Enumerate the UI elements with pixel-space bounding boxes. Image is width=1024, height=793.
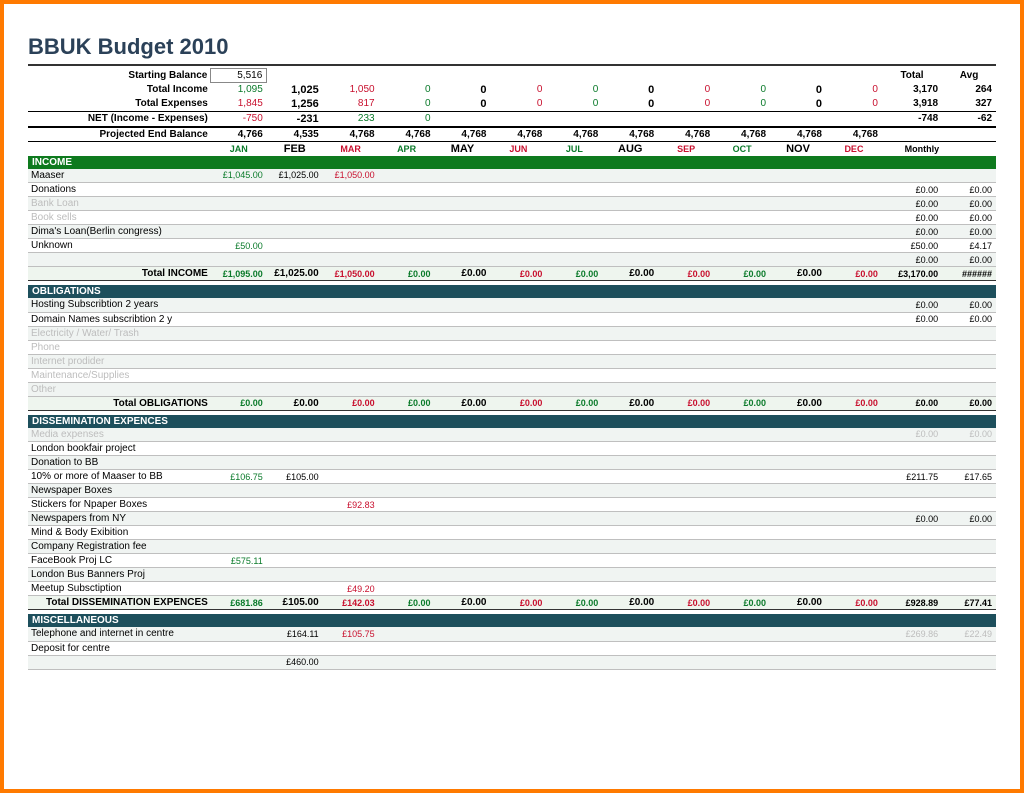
table-row: London bookfair project — [28, 442, 996, 456]
row-label: Domain Names subscribtion 2 y — [28, 312, 211, 326]
starting-balance-value: 5,516 — [211, 69, 267, 83]
table-row: Media expenses£0.00£0.00 — [28, 428, 996, 442]
section-total-row: Total OBLIGATIONS£0.00£0.00£0.00£0.00£0.… — [28, 396, 996, 410]
month-header: JANFEBMARAPRMAYJUNJULAUGSEPOCTNOVDECMont… — [28, 142, 996, 156]
summary-table: Starting Balance 5,516 Total Avg Total I… — [28, 68, 996, 142]
total-header: Total — [882, 69, 942, 83]
table-row: FaceBook Proj LC£575.11 — [28, 554, 996, 568]
table-row: Internet prodider — [28, 354, 996, 368]
month-header-cell: JUL — [546, 142, 602, 156]
table-row: 10% or more of Maaser to BB£106.75£105.0… — [28, 470, 996, 484]
row-label: Newspapers from NY — [28, 512, 211, 526]
row-label: Hosting Subscribtion 2 years — [28, 298, 211, 312]
row-label — [28, 655, 211, 669]
row-label: Dima's Loan(Berlin congress) — [28, 225, 211, 239]
section-header: INCOME — [28, 156, 996, 169]
row-label: Media expenses — [28, 428, 211, 442]
row-label: Donation to BB — [28, 456, 211, 470]
table-row: Newspaper Boxes — [28, 484, 996, 498]
month-header-cell: SEP — [658, 142, 714, 156]
page-title: BBUK Budget 2010 — [28, 34, 996, 62]
month-header-cell: AUG — [602, 142, 658, 156]
sections-container: INCOMEMaaser£1,045.00£1,025.00£1,050.00D… — [28, 156, 996, 674]
section-total-row: Total DISSEMINATION EXPENCES£681.86£105.… — [28, 596, 996, 610]
row-label: Meetup Subsctiption — [28, 582, 211, 596]
monthly-label: Monthly — [885, 144, 939, 154]
table-row: Telephone and internet in centre£164.11£… — [28, 627, 996, 641]
budget-sheet: BBUK Budget 2010 Starting Balance 5,516 … — [0, 0, 1024, 793]
row-label: Bank Loan — [28, 197, 211, 211]
month-header-cell: NOV — [770, 142, 826, 156]
table-row: £0.00£0.00 — [28, 253, 996, 267]
table-row: £460.00 — [28, 655, 996, 669]
row-label: Company Registration fee — [28, 540, 211, 554]
row-label: Stickers for Npaper Boxes — [28, 498, 211, 512]
table-row: Electricity / Water/ Trash — [28, 326, 996, 340]
row-label: Book sells — [28, 211, 211, 225]
table-row: Book sells£0.00£0.00 — [28, 211, 996, 225]
table-row: Company Registration fee — [28, 540, 996, 554]
table-row: Other — [28, 382, 996, 396]
section-table: Telephone and internet in centre£164.11£… — [28, 627, 996, 670]
row-label: Deposit for centre — [28, 641, 211, 655]
month-header-cell: MAR — [323, 142, 379, 156]
summary-row: Total Income1,0951,0251,0500000000003,17… — [28, 83, 996, 97]
month-header-cell: JAN — [211, 142, 267, 156]
table-row: London Bus Banners Proj — [28, 568, 996, 582]
section-header: MISCELLANEOUS — [28, 614, 996, 627]
table-row: Deposit for centre — [28, 641, 996, 655]
row-label: London Bus Banners Proj — [28, 568, 211, 582]
month-header-cell: FEB — [267, 142, 323, 156]
table-row: Meetup Subsctiption£49.20 — [28, 582, 996, 596]
row-label: Maaser — [28, 169, 211, 183]
starting-balance-row: Starting Balance 5,516 Total Avg — [28, 69, 996, 83]
row-label: Internet prodider — [28, 354, 211, 368]
row-label: Phone — [28, 340, 211, 354]
row-label: Electricity / Water/ Trash — [28, 326, 211, 340]
avg-header: Avg — [942, 69, 996, 83]
summary-row: Projected End Balance4,7664,5354,7684,76… — [28, 127, 996, 142]
section-table: Media expenses£0.00£0.00London bookfair … — [28, 428, 996, 611]
row-label: Maintenance/Supplies — [28, 368, 211, 382]
section-header: DISSEMINATION EXPENCES — [28, 415, 996, 428]
table-row: Bank Loan£0.00£0.00 — [28, 197, 996, 211]
row-label: London bookfair project — [28, 442, 211, 456]
section-total-row: Total INCOME£1,095.00£1,025.00£1,050.00£… — [28, 267, 996, 281]
row-label: Other — [28, 382, 211, 396]
row-label: Unknown — [28, 239, 211, 253]
section-header: OBLIGATIONS — [28, 285, 996, 298]
table-row: Maaser£1,045.00£1,025.00£1,050.00 — [28, 169, 996, 183]
table-row: Newspapers from NY£0.00£0.00 — [28, 512, 996, 526]
divider — [28, 64, 996, 66]
row-label: 10% or more of Maaser to BB — [28, 470, 211, 484]
month-header-cell: APR — [379, 142, 435, 156]
month-header-cell: JUN — [490, 142, 546, 156]
table-row: Dima's Loan(Berlin congress)£0.00£0.00 — [28, 225, 996, 239]
row-label: Telephone and internet in centre — [28, 627, 211, 641]
starting-balance-label: Starting Balance — [28, 69, 211, 83]
row-label: Donations — [28, 183, 211, 197]
table-row: Hosting Subscribtion 2 years£0.00£0.00 — [28, 298, 996, 312]
section-table: Maaser£1,045.00£1,025.00£1,050.00Donatio… — [28, 169, 996, 282]
table-row: Donations£0.00£0.00 — [28, 183, 996, 197]
row-label: FaceBook Proj LC — [28, 554, 211, 568]
month-header-cell: MAY — [435, 142, 491, 156]
row-label — [28, 253, 211, 267]
months-row: JANFEBMARAPRMAYJUNJULAUGSEPOCTNOVDECMont… — [28, 142, 996, 156]
summary-row: NET (Income - Expenses)-750-2312330-748-… — [28, 111, 996, 127]
table-row: Stickers for Npaper Boxes£92.83 — [28, 498, 996, 512]
month-header-cell: DEC — [826, 142, 882, 156]
table-row: Unknown£50.00£50.00£4.17 — [28, 239, 996, 253]
table-row: Mind & Body Exibition — [28, 526, 996, 540]
table-row: Phone — [28, 340, 996, 354]
table-row: Donation to BB — [28, 456, 996, 470]
section-table: Hosting Subscribtion 2 years£0.00£0.00Do… — [28, 298, 996, 411]
table-row: Domain Names subscribtion 2 y£0.00£0.00 — [28, 312, 996, 326]
table-row: Maintenance/Supplies — [28, 368, 996, 382]
month-header-cell: OCT — [714, 142, 770, 156]
summary-row: Total Expenses1,8451,2568170000000003,91… — [28, 97, 996, 112]
row-label: Mind & Body Exibition — [28, 526, 211, 540]
row-label: Newspaper Boxes — [28, 484, 211, 498]
